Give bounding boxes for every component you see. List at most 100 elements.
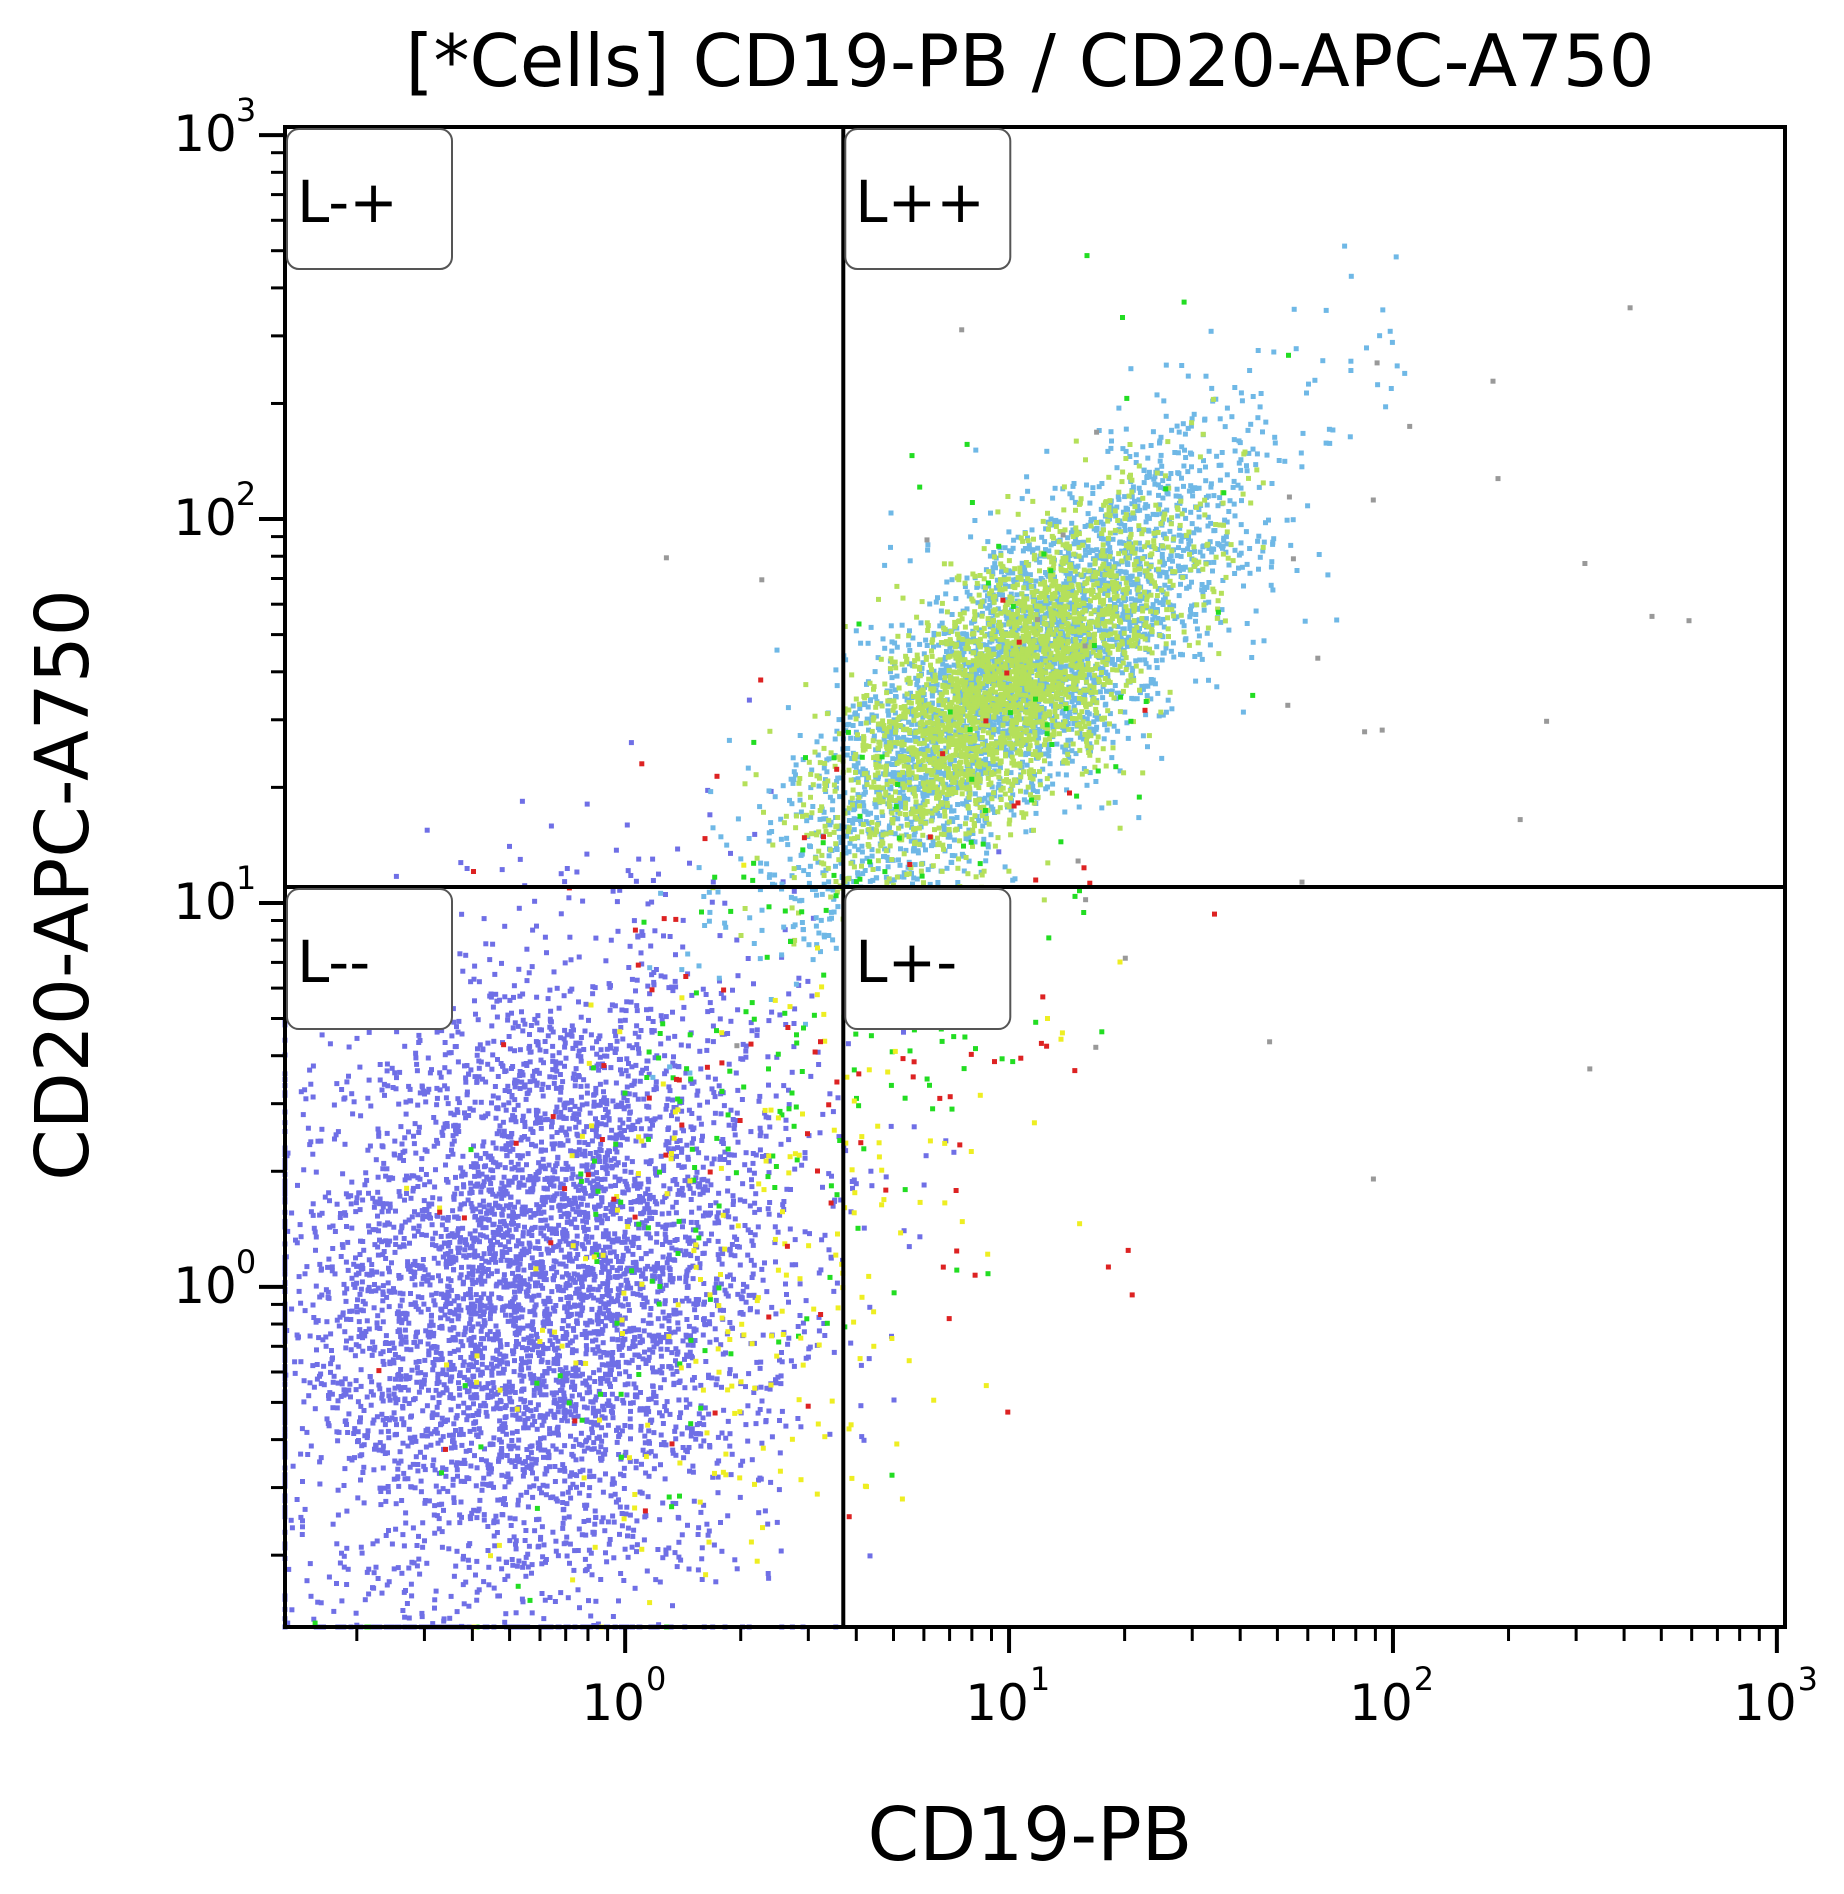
- data-point-pop-0: [393, 873, 399, 879]
- data-point-pop-0: [445, 1217, 451, 1223]
- data-point-pop-0: [546, 1179, 552, 1185]
- data-point-pop-0: [494, 1014, 500, 1020]
- data-point-pop-0: [923, 1153, 929, 1159]
- data-point-pop-0: [499, 960, 504, 966]
- data-point-pop-0: [762, 1260, 767, 1266]
- data-point-pop-0: [392, 1138, 398, 1144]
- data-point-pop-0: [412, 1258, 418, 1264]
- data-point-pop-0: [534, 1120, 539, 1126]
- data-point-pop-0: [631, 1381, 637, 1387]
- data-point-pop-0: [529, 1142, 535, 1148]
- data-point-pop-0: [551, 1273, 557, 1279]
- data-point-pop-0: [430, 1236, 436, 1242]
- data-point-pop-0: [481, 1164, 487, 1170]
- data-point-pop-0: [454, 1294, 460, 1299]
- data-point-pop-0: [335, 1129, 341, 1135]
- data-point-pop-0: [765, 1206, 771, 1212]
- data-point-pop-0: [515, 1223, 521, 1229]
- data-point-pop-0: [593, 1150, 599, 1155]
- data-point-pop-0: [783, 1281, 788, 1287]
- data-point-pop-0: [624, 1184, 630, 1190]
- data-point-pop-0: [611, 1519, 617, 1525]
- data-point-pop-0: [551, 1412, 557, 1418]
- data-point-pop-0: [540, 1265, 546, 1270]
- data-point-pop-0: [328, 1331, 334, 1337]
- data-point-pop-0: [560, 1525, 566, 1531]
- data-point-pop-0: [453, 1307, 459, 1313]
- data-point-pop-0: [503, 1386, 509, 1392]
- data-point-pop-0: [634, 1549, 639, 1555]
- data-point-pop-0: [313, 1247, 318, 1253]
- data-point-pop-0: [537, 1413, 543, 1419]
- data-point-pop-0: [489, 1361, 494, 1367]
- data-point-pop-0: [507, 1046, 513, 1052]
- data-point-pop-0: [472, 963, 478, 969]
- data-point-pop-0: [725, 1188, 731, 1194]
- data-point-pop-0: [573, 1457, 579, 1463]
- data-point-pop-0: [561, 993, 567, 999]
- data-point-pop-0: [611, 1238, 617, 1244]
- data-point-pop-0: [636, 1225, 642, 1231]
- data-point-pop-0: [445, 1215, 451, 1220]
- data-point-pop-0: [564, 866, 570, 871]
- data-point-pop-0: [370, 1339, 376, 1345]
- data-point-pop-0: [663, 1408, 669, 1414]
- data-point-pop-0: [703, 1359, 709, 1364]
- data-point-pop-0: [626, 1307, 632, 1313]
- data-point-pop-0: [574, 1153, 580, 1159]
- data-point-pop-0: [298, 1089, 304, 1095]
- data-point-pop-0: [457, 951, 463, 957]
- data-point-pop-0: [574, 1311, 580, 1317]
- data-point-pop-0: [549, 1390, 555, 1396]
- data-point-pop-0: [519, 1079, 525, 1085]
- data-point-pop-0: [463, 1579, 469, 1585]
- data-point-pop-0: [602, 1212, 608, 1218]
- data-point-pop-0: [661, 1183, 667, 1189]
- data-point-pop-0: [468, 1326, 474, 1332]
- data-point-pop-0: [637, 1117, 643, 1123]
- data-point-pop-0: [692, 1307, 698, 1313]
- data-point-pop-0: [619, 1511, 625, 1516]
- data-point-pop-0: [444, 1121, 450, 1126]
- data-point-pop-0: [341, 1553, 347, 1559]
- data-point-pop-0: [488, 1167, 494, 1173]
- data-point-pop-0: [550, 1197, 556, 1203]
- data-point-pop-0: [481, 1579, 487, 1585]
- data-point-pop-0: [485, 1273, 491, 1279]
- data-point-pop-0: [777, 1418, 782, 1423]
- data-point-pop-0: [609, 1265, 615, 1271]
- data-point-pop-0: [573, 1334, 579, 1340]
- data-point-pop-0: [431, 1457, 437, 1463]
- data-point-pop-0: [662, 974, 668, 980]
- data-point-pop-0: [522, 1421, 528, 1427]
- data-point-pop-0: [700, 1415, 706, 1421]
- data-point-pop-0: [573, 1402, 579, 1408]
- data-point-pop-0: [644, 1116, 650, 1122]
- data-point-pop-0: [651, 1028, 657, 1034]
- data-point-pop-0: [507, 1142, 513, 1148]
- data-point-pop-0: [728, 1107, 734, 1113]
- data-point-pop-0: [371, 1417, 377, 1423]
- data-point-pop-0: [302, 1271, 308, 1277]
- data-point-pop-0: [548, 1408, 554, 1414]
- data-point-pop-0: [764, 1289, 770, 1295]
- data-point-pop-0: [687, 1264, 693, 1270]
- data-point-pop-0: [663, 1106, 669, 1112]
- data-point-pop-0: [451, 1267, 456, 1273]
- data-point-pop-0: [740, 1041, 746, 1047]
- data-point-pop-0: [545, 1359, 551, 1365]
- data-point-pop-0: [502, 1577, 508, 1582]
- data-point-pop-0: [596, 1388, 602, 1394]
- data-point-pop-0: [457, 1370, 463, 1376]
- data-point-pop-0: [419, 1083, 425, 1089]
- data-point-pop-0: [524, 1292, 530, 1298]
- data-point-pop-0: [666, 1210, 672, 1216]
- data-point-pop-0: [728, 1252, 734, 1258]
- data-point-pop-0: [521, 1411, 527, 1417]
- data-point-pop-0: [307, 1380, 313, 1386]
- data-point-pop-0: [570, 1045, 576, 1051]
- data-point-pop-0: [589, 1572, 595, 1578]
- data-point-pop-0: [540, 1382, 546, 1388]
- data-point-pop-0: [444, 1264, 449, 1270]
- data-point-pop-0: [569, 1099, 575, 1105]
